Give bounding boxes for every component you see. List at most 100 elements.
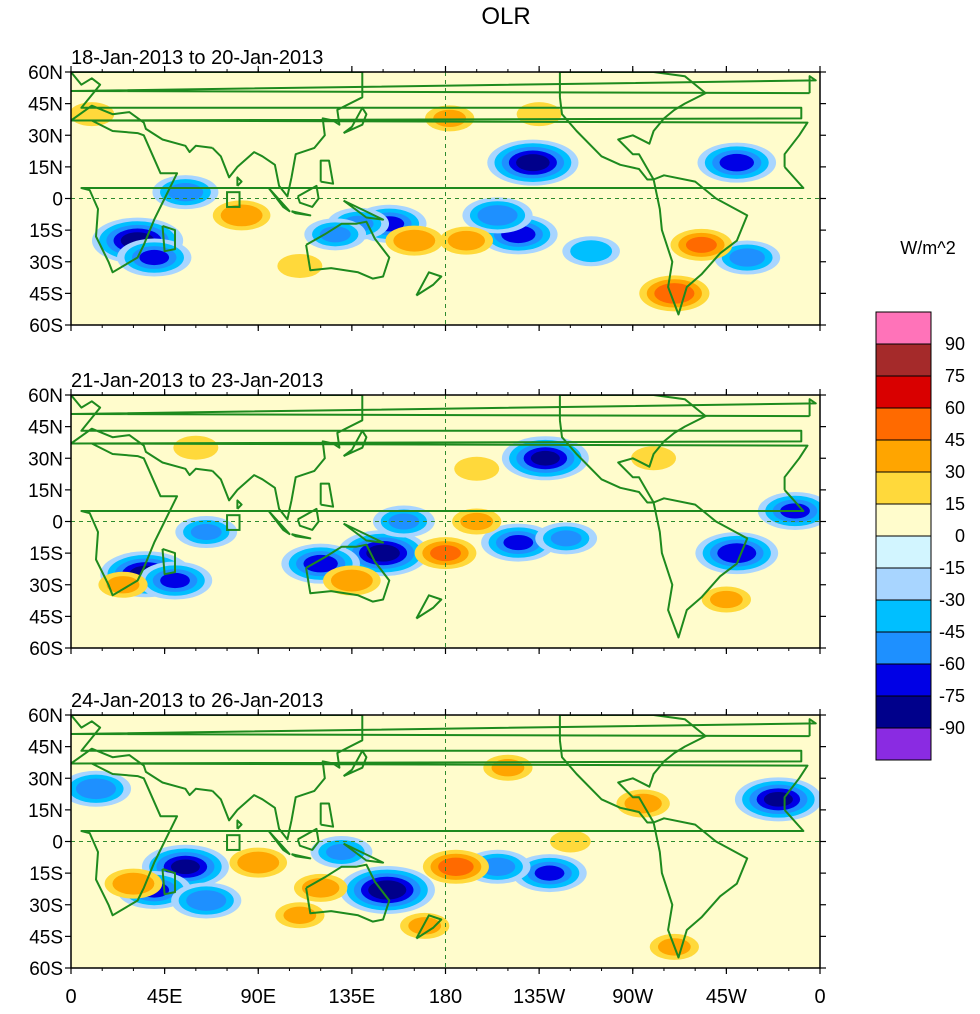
olr-anomaly-cell: [763, 792, 793, 807]
olr-anomaly-cell: [631, 446, 677, 471]
olr-anomaly-cell: [173, 435, 219, 460]
panel-2: 60N 45N 30N 15N 0 15S 30S 45S 60S 24-Jan-2013 to …: [28, 690, 826, 980]
y-tick-label: 0: [52, 190, 63, 211]
colorbar-label: 90: [945, 334, 965, 354]
colorbar-swatch: [875, 695, 932, 729]
coastline: [161, 224, 176, 253]
region-box: [226, 514, 241, 531]
olr-anomaly-cell: [570, 240, 613, 263]
olr-anomaly-cell: [479, 857, 516, 876]
coastline: [319, 482, 335, 508]
coastline: [415, 271, 443, 297]
y-tick-label: 15S: [29, 544, 63, 565]
olr-anomaly-cell: [433, 109, 467, 128]
y-tick-label: 0: [52, 513, 63, 534]
olr-anomaly-cell: [408, 917, 442, 935]
coastline: [161, 547, 176, 576]
olr-anomaly-cell: [106, 576, 140, 594]
colorbar-swatch: [875, 535, 932, 569]
coastline: [71, 718, 817, 738]
coastline: [267, 830, 291, 856]
coastline: [80, 119, 809, 274]
olr-anomaly-cell: [139, 249, 170, 266]
x-tick-label: 90W: [612, 986, 653, 1008]
olr-anomaly-cell: [170, 859, 200, 875]
colorbar-swatch: [875, 599, 932, 633]
coastline: [342, 106, 368, 135]
y-tick-label: 60N: [28, 63, 63, 84]
olr-anomaly-cell: [550, 530, 582, 547]
colorbar-swatch: [875, 407, 932, 441]
olr-anomaly-cell: [516, 154, 550, 172]
chart-title: OLR: [481, 3, 530, 30]
panel-0: 60N 45N 30N 15N 0 15S 30S 45S 60S 18-Jan-2013 to …: [28, 47, 826, 337]
olr-anomaly-cell: [460, 512, 494, 531]
colorbar-label: -75: [939, 686, 965, 706]
coastline: [558, 395, 707, 504]
y-tick-label: 60S: [29, 959, 63, 980]
colorbar-swatch: [875, 727, 932, 761]
y-tick-label: 0: [52, 833, 63, 854]
olr-anomaly-cell: [477, 205, 518, 226]
olr-anomaly-cell: [654, 283, 695, 304]
olr-anomaly-cell: [319, 226, 351, 243]
colorbar-label: -90: [939, 718, 965, 738]
y-tick-label: 15N: [28, 801, 63, 822]
x-axis: 0 45E 90E 135E 180 135W 90W 45W 0: [65, 986, 825, 1008]
coastline: [71, 395, 803, 521]
colorbar-label: -60: [939, 654, 965, 674]
coastline: [267, 187, 291, 213]
coastline: [415, 914, 443, 940]
olr-anomaly-cell: [283, 906, 317, 924]
y-tick-label: 45N: [28, 95, 63, 116]
anomaly-field: [71, 754, 820, 960]
colorbar-label: 45: [945, 430, 965, 450]
coastline: [319, 159, 335, 185]
panel-title: 24-Jan-2013 to 26-Jan-2013: [71, 690, 323, 712]
coastline: [652, 497, 749, 639]
region-box: [226, 191, 241, 208]
colorbar-swatch: [875, 439, 932, 473]
colorbar-swatch: [875, 471, 932, 505]
colorbar-swatch: [875, 503, 932, 537]
coastline: [305, 863, 391, 923]
x-tick-label: 180: [429, 986, 462, 1008]
coastline: [342, 429, 368, 458]
coastline: [291, 533, 312, 540]
coastline: [267, 510, 291, 536]
y-tick-label: 60S: [29, 639, 63, 660]
y-tick-label: 15S: [29, 864, 63, 885]
olr-anomaly-cell: [729, 248, 765, 267]
panel-1: 60N 45N 30N 15N 0 15S 30S 45S 60S 21-Jan-2013 to …: [28, 370, 826, 660]
y-tick-label: 30N: [28, 449, 63, 470]
coastline: [161, 867, 176, 896]
coastline: [236, 499, 243, 510]
coastline: [296, 827, 320, 851]
colorbar-label: -45: [939, 622, 965, 642]
colorbar-label: 30: [945, 462, 965, 482]
colorbar-label: 0: [955, 526, 965, 546]
coastline: [80, 762, 809, 917]
y-tick-label: 30S: [29, 896, 63, 917]
olr-anomaly-cell: [75, 778, 117, 800]
colorbar-label: 75: [945, 366, 965, 386]
olr-anomaly-cell: [326, 844, 357, 861]
coastline: [71, 75, 817, 95]
x-tick-label: 45E: [147, 986, 183, 1008]
x-tick-label: 45W: [706, 986, 747, 1008]
olr-anomaly-cell: [430, 545, 461, 562]
olr-anomaly-cell: [388, 513, 420, 530]
colorbar-label: 60: [945, 398, 965, 418]
coastline: [236, 819, 243, 830]
region-box: [226, 834, 241, 851]
coastline: [343, 842, 385, 864]
olr-anomaly-cell: [303, 554, 338, 573]
olr-anomaly-cell: [301, 878, 340, 898]
olr-anomaly-cell: [160, 572, 190, 589]
olr-anomaly-cell: [685, 236, 717, 253]
coastline: [342, 749, 368, 778]
olr-anomaly-cell: [186, 890, 227, 911]
colorbar-swatch: [875, 375, 932, 409]
y-tick-label: 45S: [29, 927, 63, 948]
